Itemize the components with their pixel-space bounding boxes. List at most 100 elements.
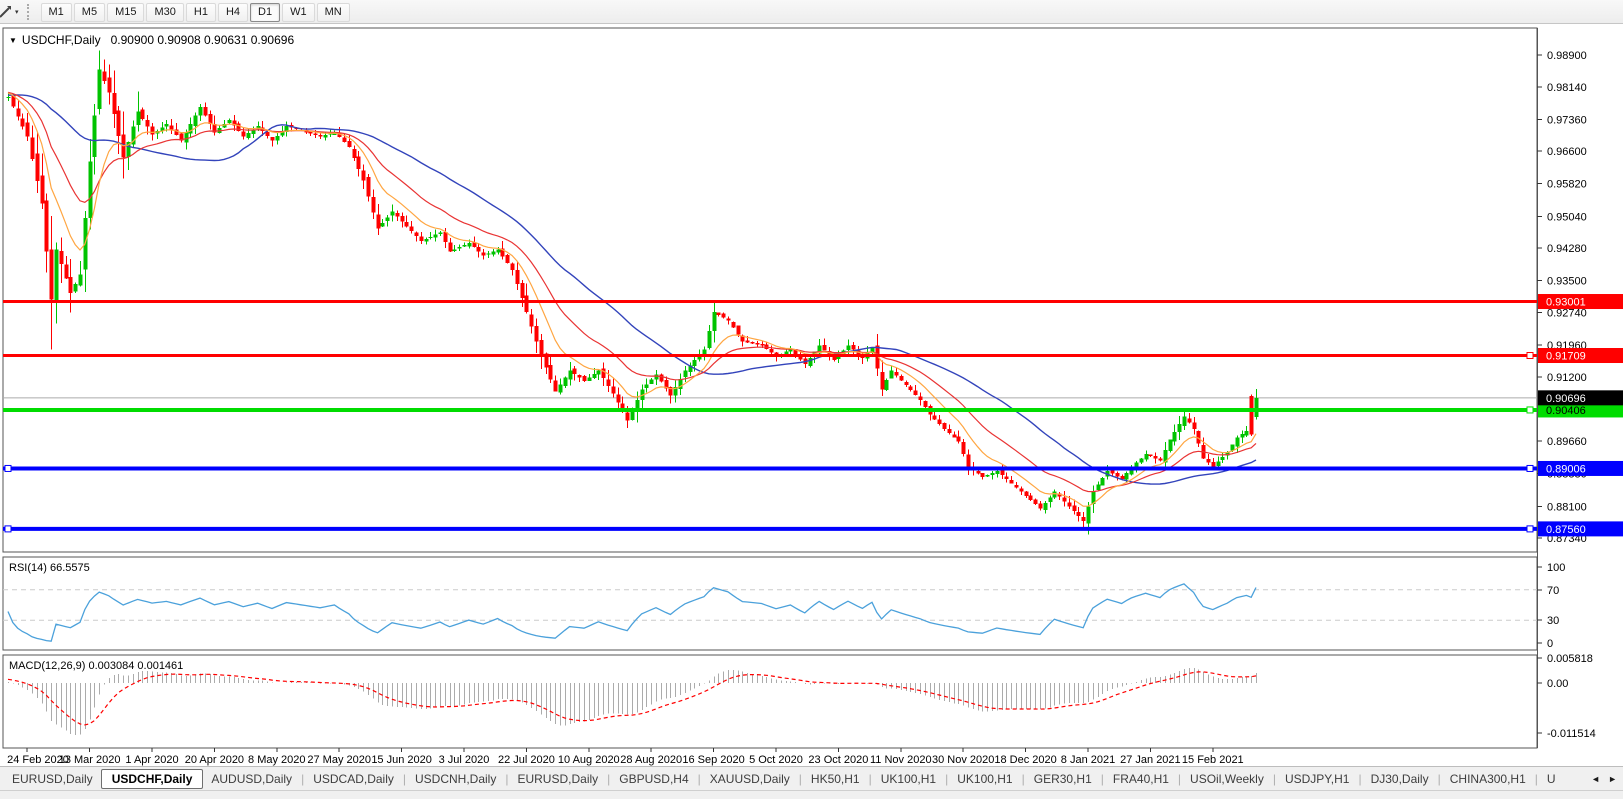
tab-separator: | <box>505 771 509 786</box>
main-price-panel[interactable] <box>2 27 1538 553</box>
toolbar-tool-group: ▾ <box>0 0 40 23</box>
date-axis-label: 20 Apr 2020 <box>185 754 244 766</box>
timeframe-button-m1[interactable]: M1 <box>40 2 72 22</box>
timeframe-button-m30[interactable]: M30 <box>146 2 184 22</box>
timeframe-button-mn[interactable]: MN <box>316 2 350 22</box>
chart-tab-usoil-weekly[interactable]: USOil,Weekly <box>1190 771 1264 786</box>
axis-tick-label: 0.97360 <box>1547 114 1587 126</box>
level-line-handle[interactable] <box>1526 406 1534 414</box>
timeframe-button-d1[interactable]: D1 <box>250 2 281 22</box>
date-axis-label: 22 Jul 2020 <box>498 754 555 766</box>
chevron-down-icon[interactable]: ▾ <box>15 8 19 16</box>
date-axis-label: 3 Jul 2020 <box>439 754 490 766</box>
chart-tab-uk100-h1[interactable]: UK100,H1 <box>957 771 1013 786</box>
axis-tick-label: 0.98140 <box>1547 82 1587 94</box>
axis-price-flag <box>1538 521 1623 537</box>
tab-separator: | <box>798 771 802 786</box>
axis-tick-label: 0.98900 <box>1547 50 1587 62</box>
chart-tab-xauusd-daily[interactable]: XAUUSD,Daily <box>709 771 790 786</box>
date-axis-label: 30 Nov 2020 <box>932 754 994 766</box>
tab-separator: | <box>607 771 611 786</box>
chart-tab-usdcad-daily[interactable]: USDCAD,Daily <box>313 771 394 786</box>
chart-window: 0.98900 0.98140 0.97360 0.96600 0.95820 0.950… <box>0 24 1623 766</box>
axis-tick-label: 0.94280 <box>1547 243 1587 255</box>
axis-price-flag <box>1538 390 1623 406</box>
axis-tick-label: 0.91709 <box>1546 351 1586 363</box>
axis-tick-label: 0.93001 <box>1546 297 1586 309</box>
timeframe-button-h4[interactable]: H4 <box>217 2 249 22</box>
axis-tick-label: 0.00 <box>1547 678 1568 690</box>
tab-scroll-left-button[interactable]: ◄ <box>1591 773 1601 784</box>
tab-scroll-right-button[interactable]: ► <box>1608 773 1617 784</box>
chart-tab-eurusd-daily[interactable]: EURUSD,Daily <box>517 771 599 786</box>
axis-tick-label: 0.88100 <box>1547 501 1587 513</box>
level-line-handle[interactable] <box>1526 525 1534 533</box>
date-axis-label: 27 May 2020 <box>307 754 371 766</box>
tab-separator: | <box>1021 771 1025 786</box>
axis-tick-label: 0.95040 <box>1547 211 1587 223</box>
price-chart-canvas[interactable]: 0.98900 0.98140 0.97360 0.96600 0.95820 0.950… <box>0 24 1623 766</box>
axis-tick-label: 0.92740 <box>1547 307 1587 319</box>
axis-price-flag <box>1538 460 1623 476</box>
axis-price-flag <box>1538 294 1623 310</box>
chart-tab-usdjpy-h1[interactable]: USDJPY,H1 <box>1284 771 1350 786</box>
axis-tick-label: 0.93500 <box>1547 276 1587 288</box>
chart-tab-dj30-daily[interactable]: DJ30,Daily <box>1370 771 1429 786</box>
chart-tab-usdchf-daily[interactable]: USDCHF,Daily <box>100 768 204 789</box>
tab-separator: | <box>1437 771 1441 786</box>
tab-separator: | <box>1358 771 1362 786</box>
tab-bar: EURUSD,Daily USDCHF,Daily AUDUSD,Daily | USD… <box>0 766 1623 790</box>
axis-tick-label: 30 <box>1547 615 1559 627</box>
quote-values: 0.90900 0.90908 0.90631 0.90696 <box>110 33 295 47</box>
moving-average-line <box>7 92 1257 507</box>
timeframe-button-m5[interactable]: M5 <box>73 2 106 22</box>
timeframe-button-w1[interactable]: W1 <box>282 2 315 22</box>
date-axis-label: 15 Feb 2021 <box>1182 754 1244 766</box>
date-axis-label: 11 Nov 2020 <box>870 754 932 766</box>
chart-tab-gbpusd-h4[interactable]: GBPUSD,H4 <box>619 771 689 786</box>
chart-tab-u[interactable]: U <box>1546 771 1556 786</box>
chart-tab-china300-h1[interactable]: CHINA300,H1 <box>1449 771 1526 786</box>
axis-tick-label: 0.90406 <box>1546 405 1586 417</box>
level-line-handle[interactable] <box>4 464 12 472</box>
timeframe-button-m15[interactable]: M15 <box>107 2 145 22</box>
level-line-handle[interactable] <box>4 525 12 533</box>
date-axis-label: 13 Mar 2020 <box>59 754 121 766</box>
level-line-handle[interactable] <box>1526 352 1534 360</box>
date-axis-label: 8 Jan 2021 <box>1061 754 1115 766</box>
tab-separator: | <box>1534 771 1538 786</box>
chart-tab-ger30-h1[interactable]: GER30,H1 <box>1033 771 1092 786</box>
axis-tick-label: 70 <box>1547 585 1559 597</box>
chart-tool-icon[interactable] <box>0 4 13 20</box>
timeframe-button-h1[interactable]: H1 <box>185 2 216 22</box>
toolbar-drag-handle[interactable] <box>26 3 33 20</box>
date-axis-label: 28 Aug 2020 <box>620 754 682 766</box>
rsi-line <box>7 583 1257 642</box>
axis-tick-label: 0 <box>1547 638 1553 650</box>
chart-tab-uk100-h1[interactable]: UK100,H1 <box>880 771 937 786</box>
toolbar: ▾ M1 M5 M15 M30 H1 H4 D1 W1 MN <box>0 0 1623 24</box>
axis-price-flag <box>1538 348 1623 364</box>
macd-panel[interactable] <box>2 654 1538 749</box>
chart-symbol-label: USDCHF,Daily <box>21 33 101 47</box>
date-axis-label: 8 May 2020 <box>248 754 305 766</box>
tab-separator: | <box>402 771 406 786</box>
axis-tick-label: 0.89006 <box>1546 463 1586 475</box>
level-line-handle[interactable] <box>1526 464 1534 472</box>
chart-tab-audusd-daily[interactable]: AUDUSD,Daily <box>211 771 293 786</box>
chart-tab-usdcnh-daily[interactable]: USDCNH,Daily <box>415 771 497 786</box>
date-axis-label: 18 Dec 2020 <box>994 754 1056 766</box>
axis-tick-label: -0.011514 <box>1547 728 1596 740</box>
date-axis-label: 16 Sep 2020 <box>682 754 744 766</box>
collapse-arrow-icon[interactable]: ▼ <box>9 36 17 45</box>
chart-tab-hk50-h1[interactable]: HK50,H1 <box>810 771 860 786</box>
axis-tick-label: 0.005818 <box>1547 653 1593 665</box>
tab-separator: | <box>301 771 305 786</box>
timeframe-buttons: M1 M5 M15 M30 H1 H4 D1 W1 MN <box>40 2 351 22</box>
chart-tab-fra40-h1[interactable]: FRA40,H1 <box>1112 771 1169 786</box>
chart-tab-eurusd-daily[interactable]: EURUSD,Daily <box>12 771 93 786</box>
tab-separator: | <box>945 771 949 786</box>
axis-tick-label: 0.89660 <box>1547 436 1587 448</box>
tab-separator: | <box>697 771 701 786</box>
moving-average-line <box>7 94 1257 485</box>
